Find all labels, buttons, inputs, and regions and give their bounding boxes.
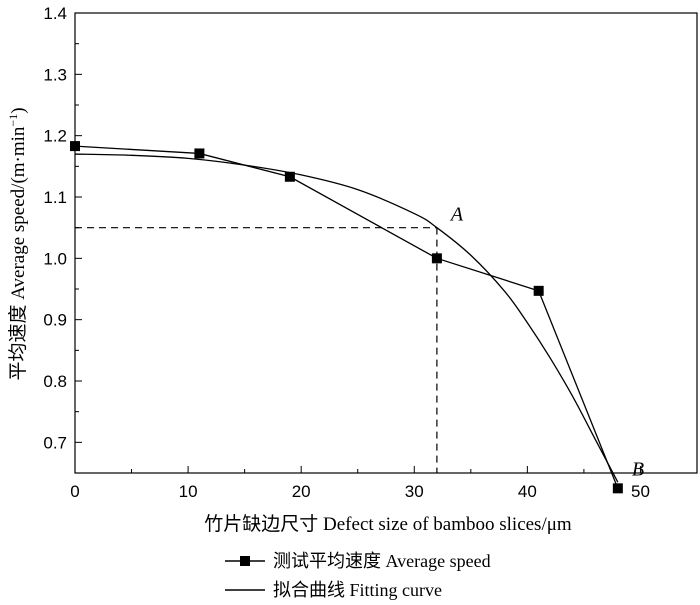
data-point-marker: [533, 285, 544, 296]
y-tick-label: 1.4: [43, 4, 67, 23]
y-axis-ticks: 0.7 0.8 0.9 1.0 1.1 1.2 1.3 1.4: [43, 4, 82, 474]
legend-entry-average-speed: 测试平均速度 Average speed: [225, 551, 491, 571]
y-tick-label: 1.2: [43, 127, 67, 146]
legend-entry-fitting-curve: 拟合曲线 Fitting curve: [225, 580, 442, 600]
legend-marker-average-speed: [240, 556, 250, 566]
series-markers: [70, 141, 623, 494]
x-tick-label: 40: [518, 482, 537, 501]
legend-label-fitting-curve: 拟合曲线 Fitting curve: [273, 580, 442, 600]
series-line-fitting-curve: [74, 153, 619, 483]
legend: 测试平均速度 Average speed 拟合曲线 Fitting curve: [225, 551, 491, 600]
x-tick-label: 20: [292, 482, 311, 501]
y-axis-title-close: ): [8, 107, 29, 113]
x-axis-title: 竹片缺边尺寸 Defect size of bamboo slices/μm: [204, 513, 572, 535]
y-axis-title: 平均速度 Average speed/(m·min−1): [6, 107, 29, 380]
annotation-label-a: A: [449, 204, 464, 226]
plot-area-frame: [74, 12, 698, 474]
data-point-marker: [70, 141, 80, 152]
y-tick-label: 1.1: [43, 188, 67, 207]
x-tick-label: 30: [405, 482, 424, 501]
y-tick-label: 1.3: [43, 65, 67, 84]
plot-border: [74, 12, 698, 474]
x-tick-label: 50: [631, 482, 650, 501]
x-tick-label: 10: [179, 482, 198, 501]
y-tick-label: 0.7: [43, 433, 67, 452]
x-tick-label: 0: [70, 482, 79, 501]
y-tick-label: 0.8: [43, 372, 67, 391]
legend-label-average-speed: 测试平均速度 Average speed: [273, 551, 491, 571]
data-point-marker: [612, 483, 623, 494]
y-tick-label: 0.9: [43, 311, 67, 330]
series-lines: [74, 145, 619, 489]
point-annotations: AB: [449, 204, 644, 481]
data-point-marker: [194, 148, 205, 159]
data-point-marker: [284, 171, 295, 182]
y-axis-title-superscript: −1: [6, 114, 20, 127]
data-point-marker: [431, 253, 442, 264]
annotation-label-b: B: [632, 458, 644, 480]
series-line-average-speed: [74, 145, 619, 489]
guide-lines: [75, 227, 438, 473]
y-axis-title-main: 平均速度 Average speed/(m·min: [7, 126, 29, 380]
x-axis-ticks: 0 10 20 30 40 50: [70, 466, 698, 501]
y-tick-label: 1.0: [43, 249, 67, 268]
